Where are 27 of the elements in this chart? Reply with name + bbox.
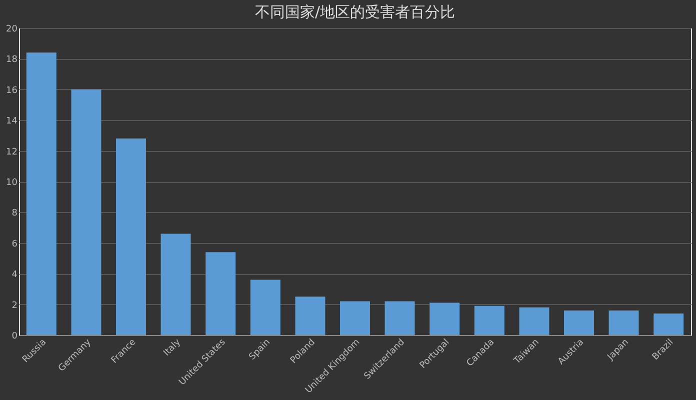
- bar: [564, 310, 594, 335]
- y-tick-label: 10: [6, 178, 18, 188]
- y-tick-label: 12: [6, 147, 18, 158]
- bar: [340, 301, 370, 335]
- bar: [26, 52, 56, 335]
- y-tick-label: 0: [12, 332, 18, 342]
- y-tick-label: 8: [12, 208, 18, 219]
- y-tick-label: 18: [6, 55, 18, 66]
- y-tick-label: 2: [12, 300, 18, 311]
- bar: [430, 302, 460, 335]
- y-tick-label: 14: [6, 116, 18, 127]
- bar: [206, 252, 236, 335]
- bar: [474, 306, 504, 335]
- y-tick-label: 4: [12, 270, 18, 280]
- bar: [384, 301, 415, 335]
- y-tick-label: 6: [12, 239, 18, 250]
- bar: [654, 314, 684, 335]
- bar: [608, 310, 639, 335]
- bar: [71, 89, 102, 335]
- bar: [250, 280, 280, 335]
- bar: [116, 138, 146, 335]
- bar: [519, 307, 550, 335]
- chart-title: 不同国家/地区的受害者百分比: [254, 3, 456, 21]
- y-tick-label: 20: [6, 24, 18, 34]
- bar: [295, 296, 326, 335]
- y-tick-label: 16: [6, 86, 18, 96]
- bar: [160, 234, 191, 335]
